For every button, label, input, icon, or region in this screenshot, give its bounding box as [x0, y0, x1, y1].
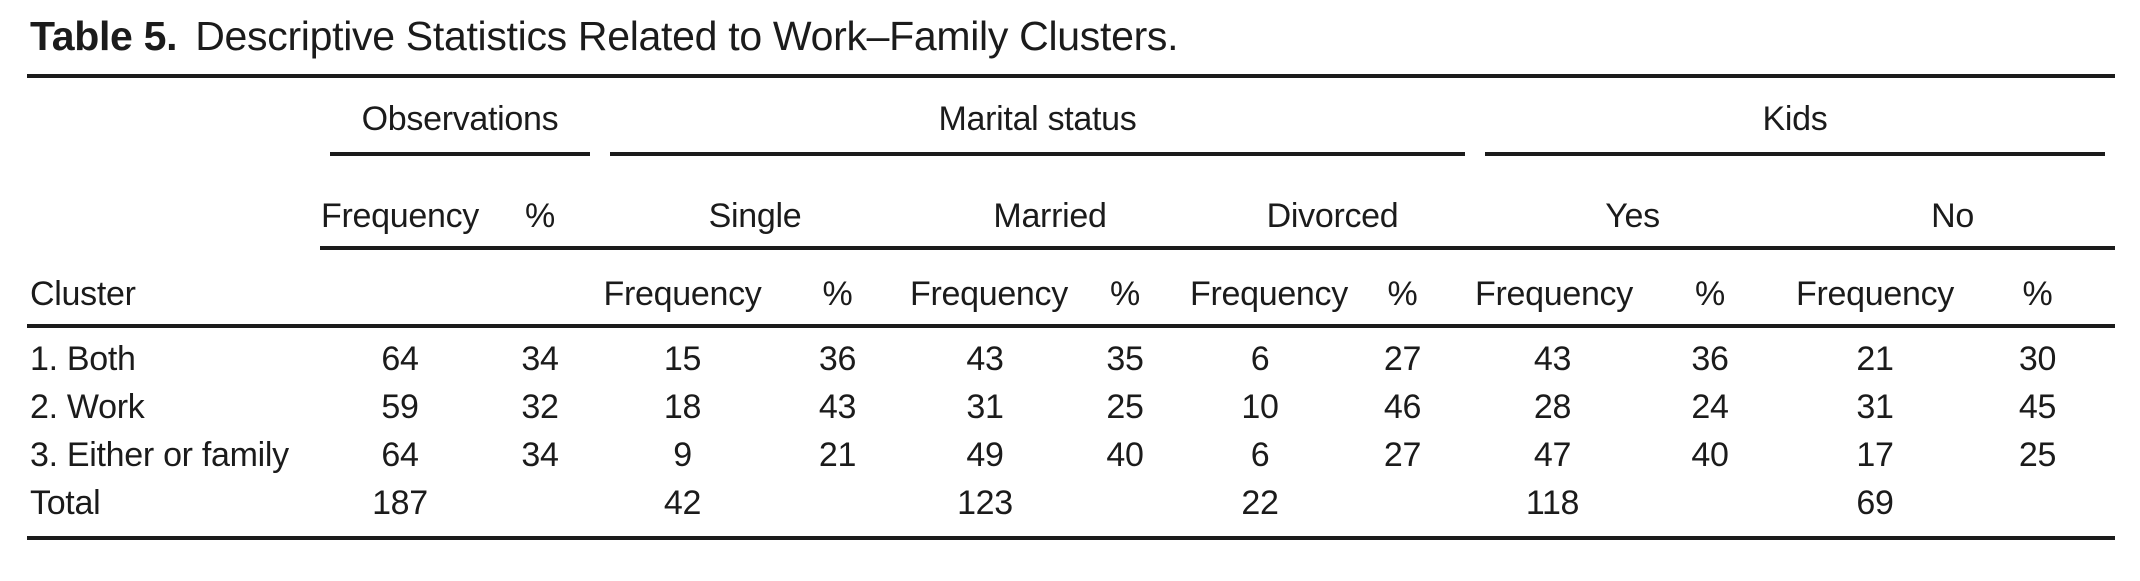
- cell-divorced-percent: 27: [1383, 340, 1422, 378]
- cell-no-frequency: 17: [1856, 436, 1894, 474]
- row-label: 1. Both: [30, 340, 136, 378]
- cell-married-percent: 25: [1106, 388, 1144, 426]
- row-label: 3. Either or family: [30, 436, 289, 474]
- col-header-married-frequency: Frequency: [910, 250, 1068, 328]
- col-group-observations: Observations: [320, 78, 600, 156]
- col-header-obs-frequency: Frequency: [320, 156, 480, 250]
- cell-married-percent: 40: [1106, 436, 1144, 474]
- cell-yes-percent: 36: [1691, 340, 1729, 378]
- cell-married-percent: 35: [1106, 340, 1144, 378]
- kids-group-rule: Kids: [1485, 99, 2106, 156]
- table-row-either-or-family: 3. Either or family 64 34 9 21 49 40 6 2…: [27, 431, 2115, 479]
- col-group-marital-status: Marital status: [600, 78, 1475, 156]
- cell-yes-frequency: 43: [1533, 340, 1572, 378]
- cell-single-frequency: 9: [673, 436, 692, 474]
- cell-divorced-frequency: 10: [1241, 388, 1279, 426]
- empty-cell: [480, 250, 600, 328]
- col-header-no-percent: %: [1960, 250, 2116, 328]
- empty-cell: [1960, 479, 2115, 536]
- cell-divorced-frequency: 6: [1250, 436, 1270, 474]
- col-group-kids: Kids: [1475, 78, 2115, 156]
- cell-divorced-frequency: 6: [1250, 340, 1270, 378]
- paper-page: Table 5. Descriptive Statistics Related t…: [0, 12, 2140, 540]
- table-caption: Descriptive Statistics Related to Work–F…: [195, 13, 1179, 59]
- cell-divorced-percent: 46: [1383, 388, 1422, 426]
- empty-stub-cell: [27, 156, 320, 250]
- kids-group-label: Kids: [1762, 100, 1828, 138]
- empty-cell: [1630, 479, 1790, 536]
- measure-header-row: Cluster Frequency % Frequency % Frequenc…: [27, 250, 2116, 328]
- cell-single-percent: 36: [818, 340, 857, 378]
- cell-total-yes-frequency: 118: [1525, 484, 1580, 522]
- cell-total-divorced-frequency: 22: [1241, 484, 1279, 522]
- cell-married-frequency: 49: [966, 436, 1004, 474]
- cell-total-single-frequency: 42: [663, 484, 702, 522]
- observations-group-label: Observations: [361, 100, 559, 138]
- cell-single-frequency: 15: [663, 340, 702, 378]
- cell-no-percent: 25: [2018, 436, 2057, 474]
- group-header-row: Observations Marital status Kids: [27, 78, 2115, 156]
- cell-yes-percent: 40: [1691, 436, 1729, 474]
- cell-no-frequency: 31: [1856, 388, 1894, 426]
- empty-stub-cell: [27, 78, 320, 156]
- cell-obs-frequency: 64: [381, 436, 419, 474]
- cell-divorced-percent: 27: [1383, 436, 1422, 474]
- cell-obs-percent: 32: [521, 388, 559, 426]
- cell-obs-frequency: 59: [381, 388, 419, 426]
- col-header-obs-percent: %: [480, 156, 600, 250]
- table-row-both: 1. Both 64 34 15 36 43 35 6 27 43 36 21 …: [27, 328, 2115, 383]
- marital-status-group-rule: Marital status: [610, 99, 1466, 156]
- row-label-total: Total: [30, 484, 101, 522]
- col-header-divorced-frequency: Frequency: [1190, 250, 1348, 328]
- col-header-single-frequency: Frequency: [600, 250, 765, 328]
- row-label: 2. Work: [30, 388, 145, 426]
- col-header-divorced-percent: %: [1330, 250, 1476, 328]
- col-header-no-frequency: Frequency: [1790, 250, 1961, 328]
- empty-cell: [1330, 479, 1475, 536]
- col-header-kids-yes: Yes: [1475, 156, 1791, 250]
- empty-cell: [1060, 479, 1190, 536]
- table-row-total: Total 187 42 123 22 118 69: [27, 479, 2115, 536]
- marital-status-group-label: Marital status: [938, 100, 1137, 138]
- col-header-yes-frequency: Frequency: [1475, 250, 1633, 328]
- col-header-married: Married: [910, 156, 1190, 250]
- cell-married-frequency: 31: [966, 388, 1004, 426]
- empty-cell: [480, 479, 600, 536]
- cell-yes-percent: 24: [1691, 388, 1729, 426]
- col-header-single: Single: [600, 156, 910, 250]
- cell-no-percent: 30: [2018, 340, 2057, 378]
- cell-single-percent: 43: [818, 388, 857, 426]
- observations-group-rule: Observations: [330, 99, 590, 156]
- cell-no-percent: 45: [2018, 388, 2057, 426]
- cell-obs-percent: 34: [521, 436, 559, 474]
- cell-total-married-frequency: 123: [957, 484, 1013, 522]
- col-header-married-percent: %: [1060, 250, 1190, 328]
- cell-obs-frequency: 64: [381, 340, 419, 378]
- cell-married-frequency: 43: [966, 340, 1004, 378]
- cell-single-frequency: 18: [663, 388, 702, 426]
- col-header-kids-no: No: [1790, 156, 2116, 250]
- cell-total-no-frequency: 69: [1856, 484, 1894, 522]
- col-header-divorced: Divorced: [1190, 156, 1476, 250]
- table-row-work: 2. Work 59 32 18 43 31 25 10 46 28 24 31…: [27, 383, 2115, 431]
- col-header-single-percent: %: [765, 250, 910, 328]
- descriptive-statistics-table: Observations Marital status Kids Frequen…: [27, 74, 2116, 540]
- cell-yes-frequency: 28: [1533, 388, 1572, 426]
- cell-obs-percent: 34: [521, 340, 559, 378]
- col-header-yes-percent: %: [1630, 250, 1791, 328]
- empty-cell: [320, 250, 480, 328]
- cell-no-frequency: 21: [1856, 340, 1894, 378]
- cell-total-obs-frequency: 187: [372, 484, 428, 522]
- table-title: Table 5. Descriptive Statistics Related t…: [30, 12, 2115, 60]
- col-header-cluster: Cluster: [27, 250, 320, 328]
- table-number-label: Table 5.: [30, 13, 178, 59]
- cell-yes-frequency: 47: [1533, 436, 1572, 474]
- cell-single-percent: 21: [818, 436, 857, 474]
- subgroup-header-row: Frequency % Single Married Divorced Yes …: [27, 156, 2116, 250]
- empty-cell: [765, 479, 910, 536]
